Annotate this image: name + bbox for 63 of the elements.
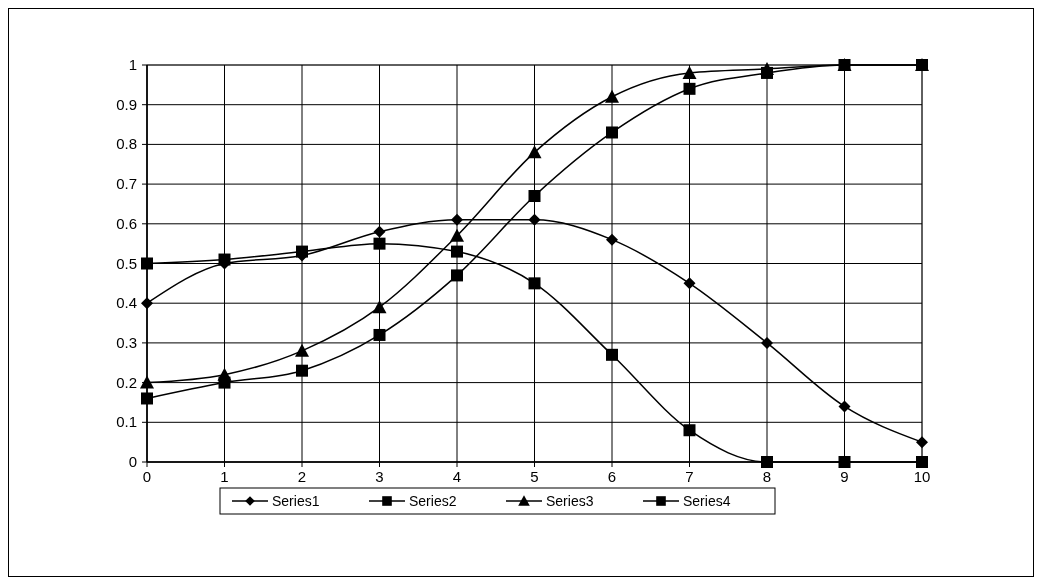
point [761,336,773,349]
point [761,66,773,79]
y-tick-label: 0.7 [116,175,137,193]
point [683,277,696,290]
point [218,376,231,389]
y-tick-label: 1 [128,56,137,73]
point [141,392,153,405]
point [606,126,618,139]
y-tick-label: 0.9 [116,95,137,113]
legend-label: Series3 [546,493,594,509]
point [373,328,386,341]
y-tick-label: 0.5 [116,254,137,272]
x-tick-label: 4 [452,468,462,485]
point [296,364,308,377]
point [451,213,463,226]
x-tick-label: 0 [142,468,152,485]
point [838,456,851,468]
point [606,348,618,361]
point [528,190,541,203]
y-tick-label: 0.4 [116,294,137,312]
y-tick-label: 0.3 [116,333,137,351]
point [372,300,387,314]
x-tick-label: 2 [297,468,307,485]
point [683,424,696,437]
point [140,375,154,389]
point [528,277,541,290]
point [916,456,928,468]
y-tick-label: 0.6 [116,214,137,232]
point [450,228,464,242]
point [682,65,697,79]
y-tick-label: 0.2 [116,373,137,391]
point [527,145,542,159]
x-tick-label: 5 [530,468,539,485]
point [295,343,309,357]
point [141,257,153,270]
point [218,253,231,266]
point [141,297,153,310]
legend-label: Series2 [409,493,457,509]
point [838,400,851,413]
point [528,213,541,226]
y-tick-label: 0.8 [116,135,137,153]
x-tick-label: 9 [840,468,849,485]
point [451,245,463,258]
point [451,269,463,282]
point [606,233,618,246]
point [296,245,308,258]
point [761,456,773,468]
legend-label: Series4 [683,493,731,509]
y-tick-label: 0 [128,453,137,470]
point [605,89,619,103]
point [916,436,928,449]
point [838,59,851,71]
legend-label: Series1 [272,493,320,509]
x-tick-label: 3 [375,468,384,485]
x-tick-label: 10 [913,468,931,485]
x-tick-label: 8 [762,468,772,485]
x-tick-label: 1 [220,468,229,485]
point [373,237,386,250]
point [683,82,696,95]
point [373,225,386,238]
x-tick-label: 7 [685,468,694,485]
y-tick-label: 0.1 [116,413,137,431]
x-tick-label: 6 [607,468,617,485]
